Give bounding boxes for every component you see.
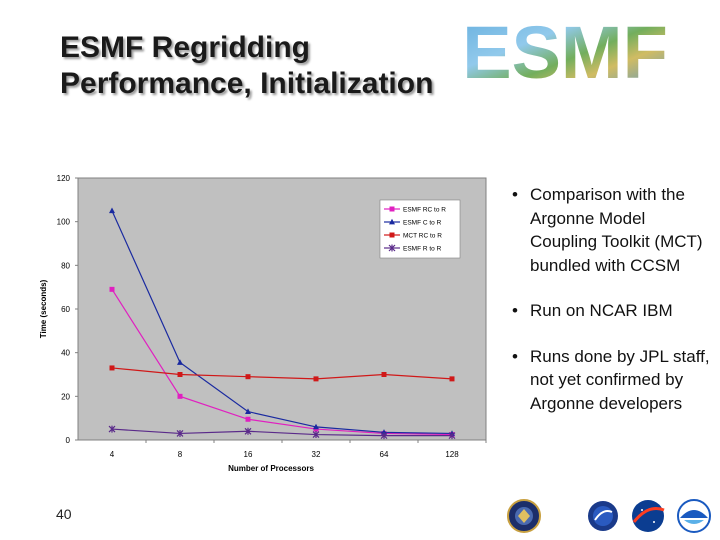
slide-title: ESMF Regridding Performance, Initializat… [60,30,433,102]
x-tick-label: 128 [445,450,459,459]
performance-chart: 0 20 40 60 80 100 120 4 8 16 32 64 128 Time (second… [39,174,487,473]
data-point [245,408,251,415]
legend-marker [389,206,395,212]
data-point [449,376,455,382]
x-axis-ticks: 4 8 16 32 64 128 [110,440,487,459]
data-point [312,431,320,439]
bullet-item: • Run on NCAR IBM [505,299,715,323]
title-line-1: ESMF Regridding [60,31,310,64]
x-tick-label: 8 [178,450,183,459]
data-point [109,286,115,292]
legend-label: ESMF C to R [403,220,442,227]
data-point [109,207,115,214]
bullet-item: • Comparison with the Argonne Model Coupl… [512,185,703,275]
data-point [245,416,251,422]
legend-label: MCT RC to R [403,233,442,240]
series-line [111,367,453,380]
x-tick-label: 16 [244,450,253,459]
data-point [109,365,115,371]
data-point [177,372,183,377]
y-axis-ticks: 0 20 40 60 80 100 120 [57,174,78,445]
legend-label: ESMF R to R [403,246,442,253]
y-tick-label: 40 [61,349,70,358]
logo-text: ESMF [462,18,668,88]
y-tick-label: 120 [57,174,71,183]
x-axis-label: Number of Processors [228,464,314,473]
bullet-list: • Comparison with the Argonne Model Coupl… [505,183,715,437]
data-point [313,423,319,430]
series-3 [108,425,456,440]
chart-legend: ESMF RC to R ESMF C to R MCT RC to R ESMF R… [379,199,461,259]
x-tick-label: 4 [110,450,115,459]
slide-number: 40 [56,506,72,522]
title-line-2: Performance, Initialization [60,67,434,100]
data-point [176,429,184,437]
y-tick-label: 20 [61,392,70,401]
bullet-dot-icon: • [512,301,518,320]
series-line [111,210,453,435]
bullet-dot-icon: • [512,346,518,366]
agency-logos [507,499,711,533]
data-point [448,432,456,440]
x-tick-label: 64 [380,450,389,459]
legend-label: ESMF RC to R [403,207,446,214]
data-point [108,425,116,433]
data-point [245,374,251,380]
nasa-seal-icon [588,501,618,531]
legend-item: ESMF R to R [384,244,442,253]
legend-item: ESMF RC to R [384,206,446,214]
y-tick-label: 0 [66,436,71,445]
data-point [381,372,387,377]
legend-item: MCT RC to R [384,232,442,240]
y-tick-label: 80 [61,261,70,270]
y-axis-label: Time (seconds) [39,279,48,338]
noaa-logo-icon [677,499,711,533]
series-2 [109,365,455,382]
series-line [111,289,453,436]
data-point [313,376,319,382]
bullet-item: • Runs done by JPL staff, not yet confirm… [512,346,710,413]
series-layer [108,207,456,440]
legend-marker [389,232,395,238]
bullet-dot-icon: • [512,185,518,204]
y-tick-label: 100 [57,218,71,227]
nasa-logo-icon [632,500,665,532]
y-tick-label: 60 [61,305,70,314]
x-tick-label: 32 [312,450,321,459]
data-point [244,427,252,435]
legend-marker [388,244,396,252]
data-point [380,432,388,440]
data-point [177,359,183,365]
legend-item: ESMF C to R [384,218,442,227]
data-point [177,393,183,399]
series-line [111,428,452,437]
legend-marker [389,218,395,225]
dod-seal-icon [507,499,541,533]
esmf-logo: ESMF [462,18,668,88]
